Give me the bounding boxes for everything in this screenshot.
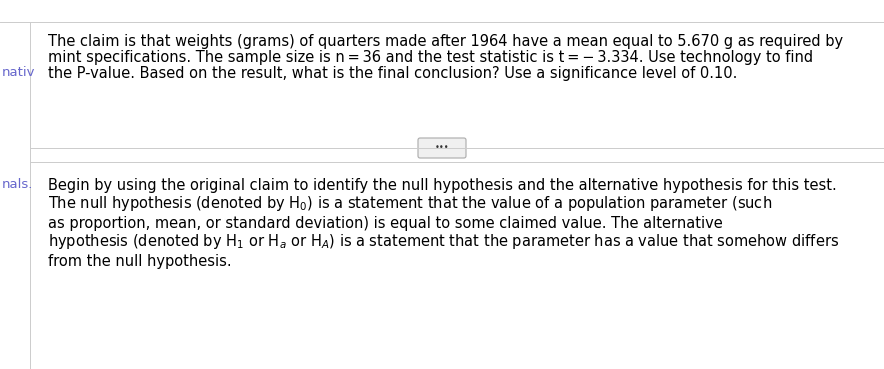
- Text: nativ: nativ: [2, 66, 35, 79]
- Text: The claim is that weights (grams) of quarters made after 1964 have a mean equal : The claim is that weights (grams) of qua…: [48, 34, 843, 49]
- Text: hypothesis (denoted by H$_1$ or H$_a$ or H$_A$) is a statement that the paramete: hypothesis (denoted by H$_1$ or H$_a$ or…: [48, 232, 839, 251]
- FancyBboxPatch shape: [418, 138, 466, 158]
- Text: from the null hypothesis.: from the null hypothesis.: [48, 254, 232, 269]
- Text: nals.: nals.: [2, 178, 34, 191]
- Text: Begin by using the original claim to identify the null hypothesis and the altern: Begin by using the original claim to ide…: [48, 178, 837, 193]
- Text: as proportion, mean, or standard deviation) is equal to some claimed value. The : as proportion, mean, or standard deviati…: [48, 216, 723, 231]
- Text: mint specifications. The sample size is n = 36 and the test statistic is t = − 3: mint specifications. The sample size is …: [48, 50, 813, 65]
- Text: •••: •••: [435, 144, 449, 152]
- Text: the P-value. Based on the result, what is the final conclusion? Use a significan: the P-value. Based on the result, what i…: [48, 66, 737, 81]
- Text: The null hypothesis (denoted by H$_0$) is a statement that the value of a popula: The null hypothesis (denoted by H$_0$) i…: [48, 194, 772, 213]
